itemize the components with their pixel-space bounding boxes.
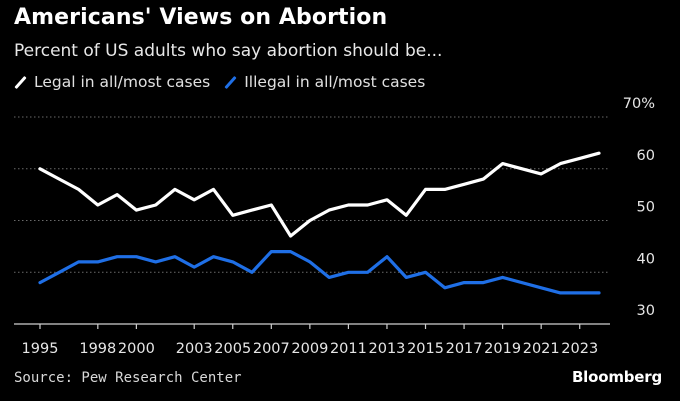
x-tick-label-2000: 2000 — [118, 341, 155, 357]
x-tick-label-2009: 2009 — [291, 341, 328, 357]
legend-item-legal: Legal in all/most cases — [14, 73, 210, 91]
y-tick-label-70: 70% — [623, 96, 655, 112]
series-line-illegal — [38, 250, 601, 295]
x-tick-label-2019: 2019 — [484, 341, 521, 357]
bloomberg-logo: Bloomberg — [571, 368, 662, 386]
x-tick-label-2021: 2021 — [523, 341, 560, 357]
x-tick-label-2003: 2003 — [176, 341, 213, 357]
y-tick-label-30: 30 — [637, 303, 655, 319]
legend-label-illegal: Illegal in all/most cases — [244, 73, 426, 91]
series-line-legal — [38, 151, 601, 238]
source-note: Source: Pew Research Center — [14, 370, 242, 386]
x-tick-label-2015: 2015 — [407, 341, 444, 357]
chart-subtitle: Percent of US adults who say abortion sh… — [14, 41, 443, 61]
y-tick-label-40: 40 — [637, 251, 655, 267]
x-tick-label-2013: 2013 — [369, 341, 406, 357]
x-tick-label-2017: 2017 — [446, 341, 483, 357]
y-tick-label-60: 60 — [637, 148, 655, 164]
legend-label-legal: Legal in all/most cases — [34, 73, 211, 91]
x-tick-label-2011: 2011 — [330, 341, 367, 357]
x-tick-label-2005: 2005 — [214, 341, 251, 357]
y-tick-label-50: 50 — [637, 200, 655, 216]
x-tick-label-1995: 1995 — [22, 341, 59, 357]
chart-title: Americans' Views on Abortion — [14, 5, 388, 30]
x-tick-label-2007: 2007 — [253, 341, 290, 357]
legend-item-illegal: Illegal in all/most cases — [224, 73, 425, 91]
x-tick-label-1998: 1998 — [79, 341, 116, 357]
chart-legend: Legal in all/most cases Illegal in all/m… — [14, 73, 439, 91]
x-tick-label-2023: 2023 — [561, 341, 598, 357]
